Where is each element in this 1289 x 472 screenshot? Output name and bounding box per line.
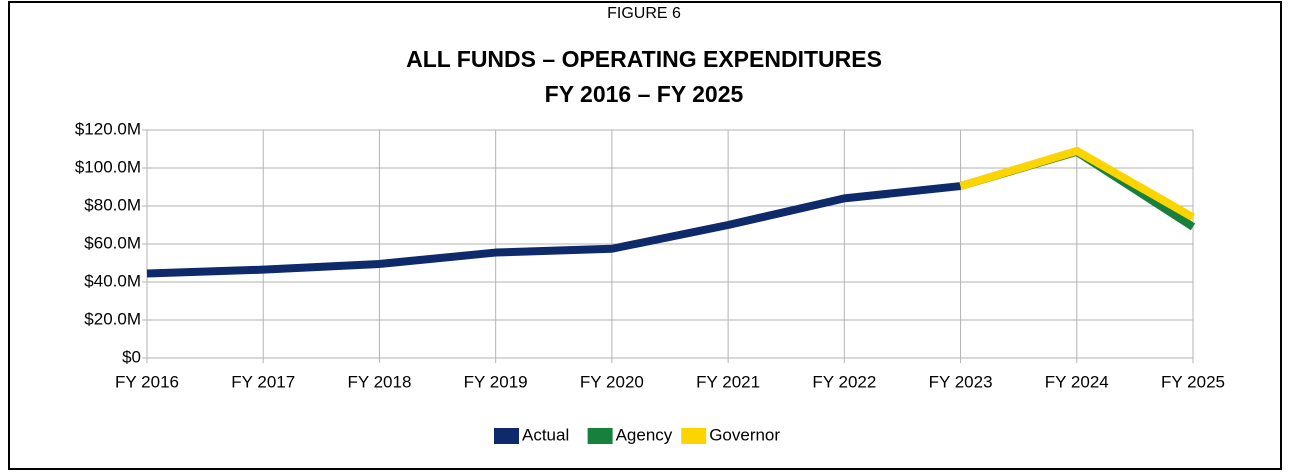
- legend-swatch: [681, 428, 707, 444]
- legend-label: Agency: [616, 425, 673, 444]
- x-tick-label: FY 2019: [464, 372, 528, 391]
- x-tick-label: FY 2022: [812, 372, 876, 391]
- x-tick-label: FY 2021: [696, 372, 760, 391]
- y-tick-label: $0: [122, 347, 141, 366]
- legend-label: Governor: [709, 425, 780, 444]
- y-tick-label: $20.0M: [84, 309, 141, 328]
- y-tick-label: $80.0M: [84, 195, 141, 214]
- x-tick-label: FY 2018: [347, 372, 411, 391]
- y-tick-label: $60.0M: [84, 233, 141, 252]
- legend-swatch: [494, 428, 519, 444]
- x-tick-label: FY 2017: [231, 372, 295, 391]
- x-tick-label: FY 2024: [1045, 372, 1109, 391]
- chart-subtitle: FY 2016 – FY 2025: [545, 81, 744, 107]
- figure-label: FIGURE 6: [607, 5, 681, 22]
- x-tick-label: FY 2016: [115, 372, 179, 391]
- legend-swatch: [587, 428, 613, 444]
- legend-label: Actual: [522, 425, 569, 444]
- y-tick-label: $40.0M: [84, 271, 141, 290]
- line-series: [959, 146, 1195, 221]
- line-series: [146, 182, 961, 278]
- x-tick-label: FY 2025: [1161, 372, 1225, 391]
- y-tick-label: $100.0M: [75, 157, 141, 176]
- x-tick-label: FY 2023: [929, 372, 993, 391]
- x-tick-label: FY 2020: [580, 372, 644, 391]
- y-tick-label: $120.0M: [75, 119, 141, 138]
- chart-title: ALL FUNDS – OPERATING EXPENDITURES: [406, 46, 882, 72]
- frame: [8, 1, 1282, 470]
